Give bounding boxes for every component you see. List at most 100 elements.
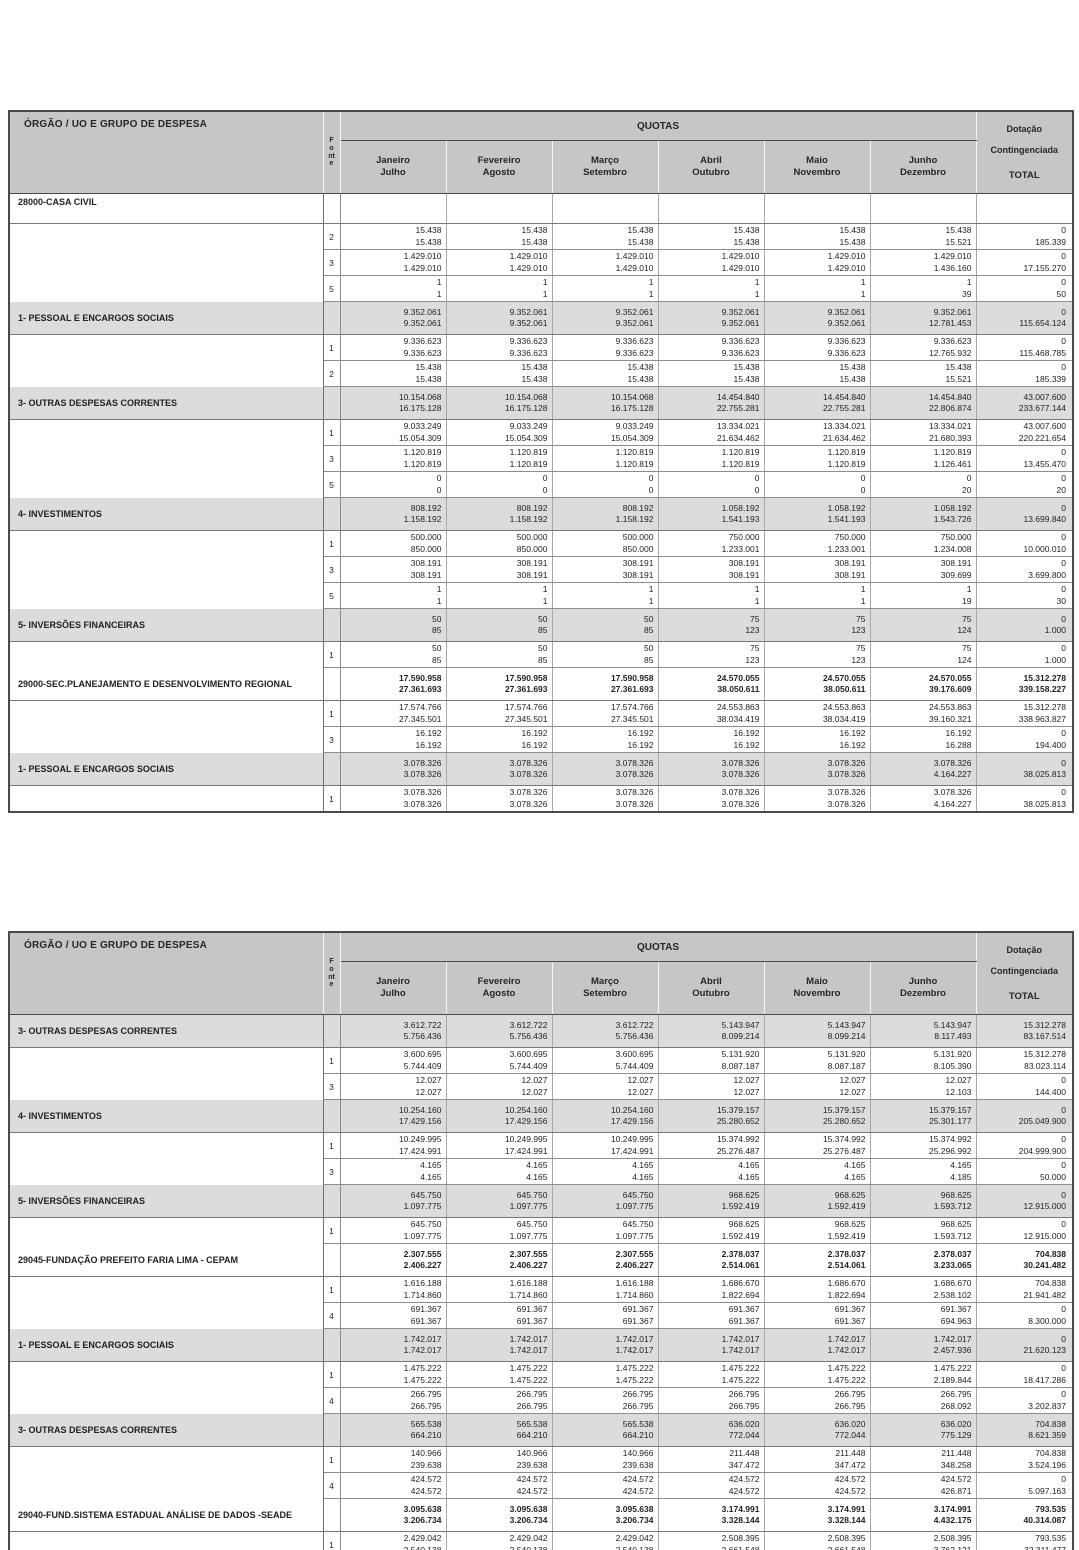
fonte-code: 1 [323,1361,341,1388]
quota-value-top: 14.454.840 [716,391,760,402]
quota-value-bottom: 1.233.001 [721,543,760,554]
quota-value-top: 3.078.326 [509,757,548,768]
quota-value-top: 5.131.920 [933,1049,972,1059]
quota-cell: 266.795 266.795 [658,1387,765,1414]
quota-value-top: 0 [1061,251,1067,261]
quota-cell: 5.131.920 8.105.390 [870,1047,977,1074]
quota-value-top: 0 [1061,1134,1067,1144]
quota-value-top: 75 [962,643,972,653]
quota-cell [870,193,977,224]
quota-value-top: 2.508.395 [827,1533,866,1543]
quota-cell: 4.165 4.165 [446,1158,553,1185]
quota-value-top: 968.625 [940,1219,972,1229]
quota-value-bottom: 5.744.409 [509,1060,548,1071]
quota-value-top: 645.750 [410,1219,442,1229]
quota-cell: 211.448 347.472 [658,1446,765,1473]
quota-value-top: 0 [966,473,972,483]
quota-value-top: 308.191 [940,558,972,568]
quota-value-top: 1 [860,584,866,594]
group-row: 4- INVESTIMENTOS 808.192 1.158.192 808.192 1… [9,497,1074,531]
quota-value-bottom: 3.206.734 [403,1515,442,1525]
quota-value-top: 10.249.995 [610,1134,654,1144]
quota-value-bottom: 1.475.222 [615,1374,654,1385]
fonte-code: 4 [323,1302,341,1329]
quota-value-top: 1.429.010 [827,251,866,261]
quota-value-bottom: 424.572 [516,1485,548,1496]
dotacao-column-header: Dotação Contingenciada TOTAL [975,110,1074,194]
quota-cell: 1.475.222 1.475.222 [446,1361,553,1388]
quota-cell: 14.454.840 22.755.281 [658,386,765,420]
quota-value-top: 704.838 [1035,1278,1067,1288]
quota-value-bottom: 233.677.144 [1018,403,1067,413]
quota-cell: 24.570.055 39.176.609 [870,667,977,701]
quota-value-top: 0 [1061,532,1067,542]
quota-value-bottom: 1.429.010 [403,262,442,273]
quota-value-bottom: 1.097.775 [615,1201,654,1211]
quota-value-bottom: 25.276.487 [716,1145,760,1156]
row-label [9,1361,324,1388]
quota-value-bottom: 27.345.501 [610,713,654,724]
quota-value-top: 24.570.055 [928,672,972,683]
quota-value-top: 565.538 [516,1418,548,1429]
quota-value-bottom: 1.120.819 [827,458,866,469]
month-header-jun-dez: Junho Dezembro [869,961,977,1015]
quota-value-top: 0 [1061,1333,1067,1344]
quota-cell: 1.686.670 1.822.694 [764,1276,871,1303]
quota-value-top: 1.475.222 [615,1363,654,1373]
fonte-code [323,1243,341,1277]
quota-cell: 75 124 [870,608,977,642]
quota-value-top: 3.612.722 [403,1019,442,1030]
quota-value-bottom: 16.175.128 [398,403,442,413]
quota-value-top: 12.027 [733,1075,760,1085]
quota-cell: 2.378.037 3.233.065 [870,1243,977,1277]
quota-value-bottom: 1.714.860 [615,1289,654,1300]
quota-value-top: 50 [432,613,442,624]
quota-value-bottom: 1.714.860 [509,1289,548,1300]
month-header-mar-set: Março Setembro [551,140,659,194]
quota-value-top: 0 [1061,1389,1067,1399]
quota-value-top: 4.165 [420,1160,442,1170]
quota-value-bottom: 691.367 [622,1315,654,1326]
quota-cell: 9.336.623 12.765.932 [870,334,977,361]
quota-value-top: 1.475.222 [933,1363,972,1373]
quota-value-bottom: 3.078.326 [827,769,866,779]
quota-value-bottom: 1.158.192 [509,514,548,524]
quota-value-top: 4.165 [844,1160,866,1170]
quota-value-bottom: 1.429.010 [615,262,654,273]
row-label [9,249,324,276]
quota-value-bottom: 17.424.991 [504,1145,548,1156]
quota-value-top: 17.590.958 [398,672,442,683]
quota-value-bottom: 124 [957,654,972,665]
quota-value-top: 0 [542,473,548,483]
fonte-row: 1 1.616.188 1.714.860 1.616.188 1.714.860 1.6… [9,1276,1074,1303]
fonte-code [323,1184,341,1218]
quota-value-top: 1.616.188 [509,1278,548,1288]
quota-value-top: 1.742.017 [403,1333,442,1344]
quota-value-bottom: 1.822.694 [721,1289,760,1300]
quota-value-bottom: 13.699.840 [1023,514,1067,524]
budget-quota-table-2: ÓRGÃO / UO E GRUPO DE DESPESA Fonte QUOT… [8,931,1075,1550]
quota-value-bottom: 266.795 [410,1400,442,1411]
row-label: 4- INVESTIMENTOS [9,1099,324,1133]
quota-value-bottom: 2.406.227 [615,1260,654,1270]
quota-value-bottom: 2.406.227 [509,1260,548,1270]
quota-value-bottom: 2.661.548 [827,1544,866,1550]
quota-cell: 13.334.021 21.634.462 [658,419,765,446]
quota-cell: 645.750 1.097.775 [446,1217,553,1244]
quota-value-top: 1.058.192 [721,502,760,513]
quota-value-bottom: 15.438 [839,236,866,247]
quota-cell: 3.078.326 3.078.326 [340,785,447,813]
quota-value-top: 2.378.037 [933,1248,972,1259]
quota-value-bottom: 1.126.461 [933,458,972,469]
quota-value-bottom: 30.241.482 [1023,1260,1067,1270]
quota-value-bottom: 0 [648,484,654,495]
quota-cell: 1.742.017 1.742.017 [764,1328,871,1362]
row-label [9,1531,324,1550]
quota-value-bottom: 1.592.419 [721,1230,760,1241]
quota-value-bottom: 424.572 [834,1485,866,1496]
quota-cell: 3.612.722 5.756.436 [446,1014,553,1048]
quota-cell: 750.000 1.233.001 [764,530,871,557]
quota-cell: 691.367 694.963 [870,1302,977,1329]
